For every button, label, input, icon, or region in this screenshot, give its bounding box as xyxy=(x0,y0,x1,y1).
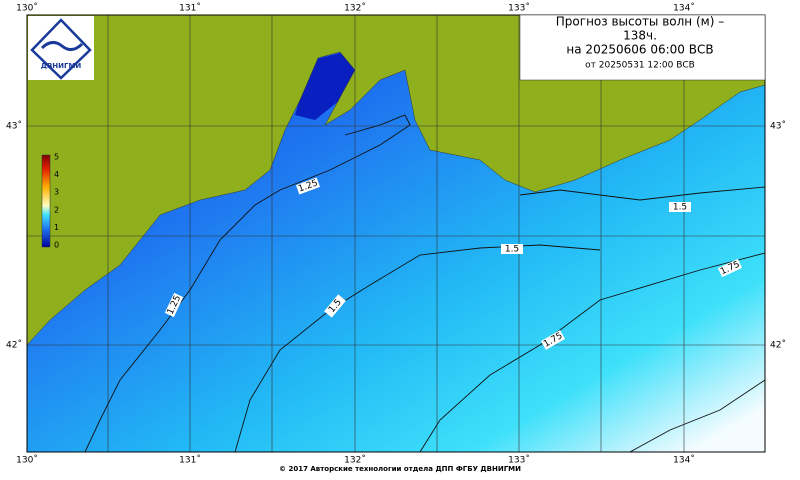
isoline-label-bg xyxy=(164,292,184,318)
lon-labels: 130˚ 130˚ 131˚ 131˚ 132˚ 132˚ 133˚ 133˚ 134˚ 134˚ xyxy=(16,3,695,466)
title-line: 138ч. xyxy=(623,29,657,43)
colorbar-ticks: 5 4 3 2 1 0 xyxy=(54,153,59,250)
title-box xyxy=(519,14,766,81)
frame xyxy=(26,14,766,453)
isoline xyxy=(84,114,411,453)
isoline xyxy=(419,252,766,453)
lat-labels: 43˚ 43˚ 42˚ 42˚ xyxy=(6,121,786,351)
lon-label: 131˚ xyxy=(179,455,201,466)
title-line: на 20250606 06:00 ВСВ xyxy=(566,43,713,57)
isoline-label: 1.5 xyxy=(669,202,691,213)
lon-label: 134˚ xyxy=(673,3,695,14)
isoline-value: 1.5 xyxy=(505,245,519,255)
lat-label: 42˚ xyxy=(6,340,22,351)
logo-box xyxy=(28,16,94,80)
isoline-value: 1.5 xyxy=(673,203,687,213)
logo-wave xyxy=(40,41,84,51)
isoline-label-bg xyxy=(501,244,523,254)
lon-label: 130˚ xyxy=(16,3,38,14)
colorbar-label: 4 xyxy=(54,170,59,179)
lon-label: 130˚ xyxy=(16,455,38,466)
lon-label: 134˚ xyxy=(673,455,695,466)
logo-text: ДВНИГМИ xyxy=(41,62,82,70)
logo xyxy=(30,18,92,80)
isoline-label-bg xyxy=(717,258,743,278)
lat-label: 42˚ xyxy=(770,340,786,351)
subtitle: от 20250531 12:00 ВСВ xyxy=(585,61,695,71)
isoline xyxy=(519,186,766,201)
lon-label: 133˚ xyxy=(508,3,530,14)
lon-label: 131˚ xyxy=(179,3,201,14)
isoline-label-bg xyxy=(540,330,566,350)
lat-label: 43˚ xyxy=(770,121,786,132)
isoline-label: 1.5 xyxy=(501,244,523,255)
colorbar xyxy=(41,154,51,248)
graticule xyxy=(27,15,765,452)
lon-label: 132˚ xyxy=(344,3,366,14)
isoline xyxy=(629,379,766,453)
footer: © 2017 Авторские технологии отдела ДПП Ф… xyxy=(279,465,521,473)
isoline-label-bg xyxy=(295,177,321,195)
colorbar-label: 2 xyxy=(54,205,59,214)
lon-label: 133˚ xyxy=(508,455,530,466)
lon-label: 132˚ xyxy=(344,455,366,466)
isoline-label-bg xyxy=(324,294,346,318)
colorbar-label: 1 xyxy=(54,223,59,232)
isoline-label-bg xyxy=(669,202,691,212)
lat-label: 43˚ xyxy=(6,121,22,132)
colorbar-label: 3 xyxy=(54,188,59,197)
colorbar-label: 5 xyxy=(54,153,59,162)
title-line: Прогноз высоты волн (м) – xyxy=(556,15,724,29)
colorbar-label: 0 xyxy=(54,241,59,250)
